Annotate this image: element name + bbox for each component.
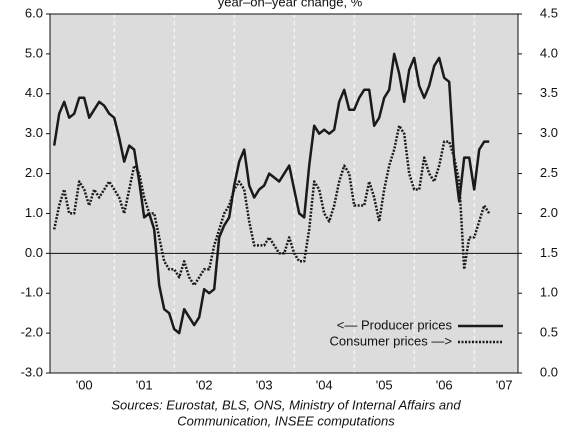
y2-tick-label: 2.0 [540,205,558,220]
y-tick-label: -3.0 [21,364,43,379]
y-tick-label: 3.0 [25,125,43,140]
x-tick-label: '03 [256,377,273,392]
x-tick-label: '00 [76,377,93,392]
series-line [52,52,490,335]
x-tick-label: '02 [196,377,213,392]
legend-label: Consumer prices —> [330,333,452,348]
x-tick-label: '06 [436,377,453,392]
y-tick-label: 4.0 [25,85,43,100]
y2-tick-label: 4.0 [540,45,558,60]
y2-tick-label: 4.5 [540,5,558,20]
y2-tick-label: 3.5 [540,85,558,100]
y2-tick-label: 2.5 [540,165,558,180]
y-tick-label: 2.0 [25,165,43,180]
y-tick-label: 5.0 [25,45,43,60]
x-tick-label: '05 [376,377,393,392]
y2-tick-label: 1.5 [540,245,558,260]
x-tick-label: '01 [136,377,153,392]
y2-tick-label: 3.0 [540,125,558,140]
chart-subtitle: year–on–year change, % [218,0,363,9]
plot-background [50,14,518,373]
series-line [52,124,491,287]
y-tick-label: -1.0 [21,285,43,300]
source-note: Communication, INSEE computations [177,413,395,428]
y2-tick-label: 0.5 [540,325,558,340]
y2-tick-label: 0.0 [540,364,558,379]
x-tick-label: '04 [316,377,333,392]
y-tick-label: 0.0 [25,245,43,260]
y-tick-label: 1.0 [25,205,43,220]
y2-tick-label: 1.0 [540,285,558,300]
y-tick-label: -2.0 [21,325,43,340]
source-note: Sources: Eurostat, BLS, ONS, Ministry of… [111,397,461,412]
y-tick-label: 6.0 [25,5,43,20]
plot-frame [49,13,519,374]
legend-label: <— Producer prices [337,317,453,332]
x-tick-label: '07 [496,377,513,392]
